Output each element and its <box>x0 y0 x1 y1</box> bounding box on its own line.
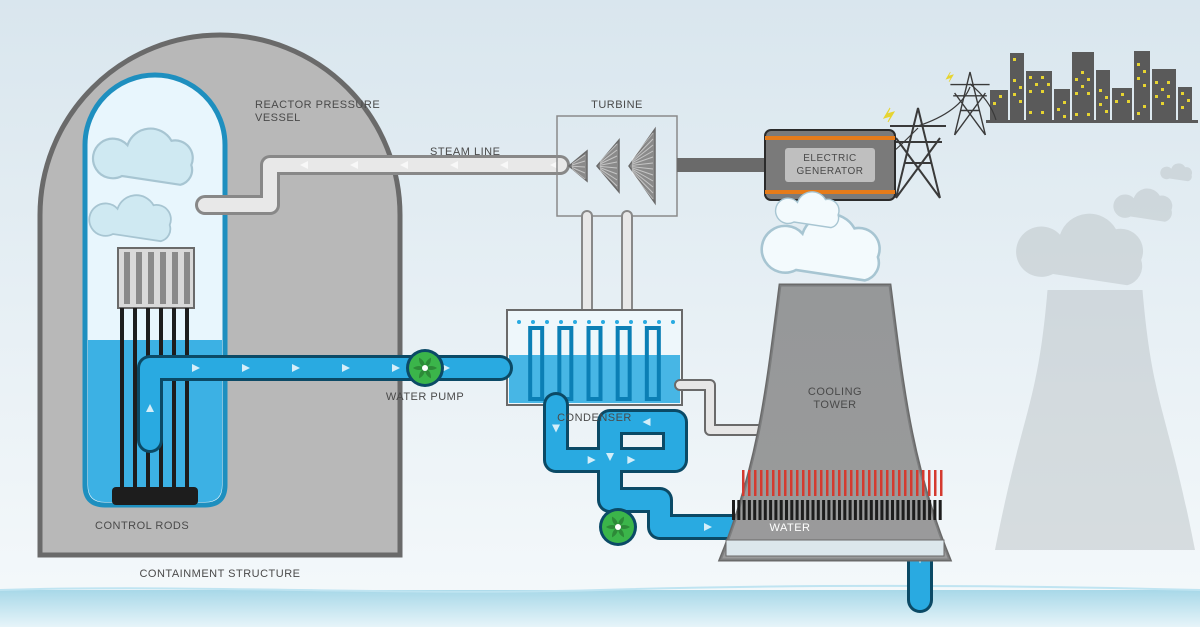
water-body <box>0 590 1200 627</box>
turbine-label: TURBINE <box>591 99 643 111</box>
containment-label: CONTAINMENT STRUCTURE <box>139 568 300 580</box>
cooling-tower-label: COOLINGTOWER <box>808 386 862 411</box>
water-label: WATER <box>770 522 811 534</box>
water-pump-icon <box>599 508 637 546</box>
water-pump-label: WATER PUMP <box>386 391 464 403</box>
condenser <box>507 310 682 405</box>
control-rods-label: CONTROL RODS <box>95 520 189 532</box>
steam-line-label: STEAM LINE <box>430 146 500 158</box>
electric-generator <box>765 130 895 200</box>
condenser-label: CONDENSER <box>557 412 632 424</box>
water-pump-icon <box>406 349 444 387</box>
